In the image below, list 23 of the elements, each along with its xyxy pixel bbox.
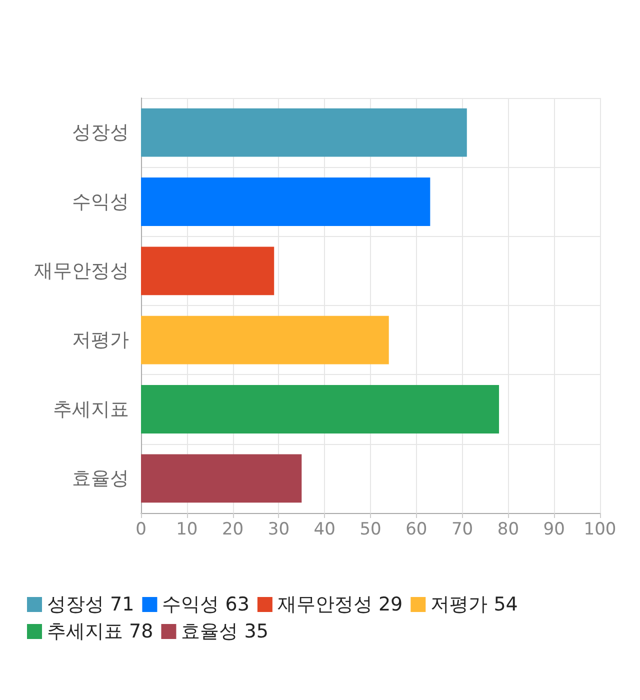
x-tick-label: 10 (176, 520, 198, 540)
y-tick-label: 저평가 (72, 329, 129, 352)
x-tick-label: 0 (136, 520, 146, 540)
y-tick-label: 재무안정성 (34, 260, 129, 282)
x-tick-label: 20 (222, 520, 244, 540)
legend-label: 저평가 54 (430, 594, 518, 616)
y-tick-label: 성장성 (72, 122, 129, 144)
legend-label: 수익성 63 (162, 594, 250, 616)
x-tick-label: 40 (314, 520, 336, 540)
legend-label: 성장성 71 (47, 594, 134, 616)
x-tick-label: 100 (584, 520, 616, 540)
x-tick-label: 50 (360, 520, 382, 540)
legend-label: 효율성 35 (181, 620, 268, 642)
x-tick-label: 30 (268, 520, 290, 540)
x-tick-label: 70 (451, 520, 474, 540)
y-tick-label: 수익성 (72, 190, 129, 213)
x-tick-label: 80 (497, 520, 520, 540)
y-tick-label: 추세지표 (53, 398, 129, 420)
y-tick-label: 효율성 (72, 467, 129, 490)
x-tick-label: 60 (406, 520, 428, 540)
legend-label: 추세지표 78 (47, 620, 154, 642)
legend-label: 재무안정성 29 (277, 594, 403, 616)
x-tick-label: 90 (543, 520, 565, 540)
